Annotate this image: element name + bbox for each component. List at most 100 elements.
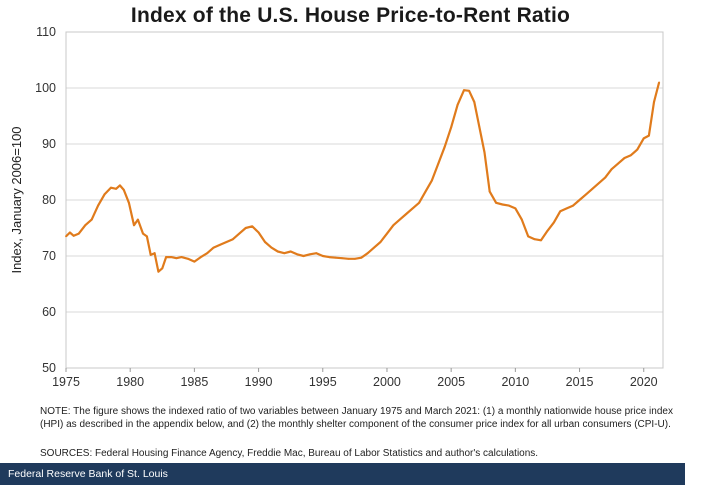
data-point [386, 232, 388, 235]
data-point [133, 224, 135, 227]
data-point [398, 218, 401, 221]
data-point [354, 257, 356, 260]
data-point [321, 255, 324, 257]
data-point [520, 218, 523, 221]
x-tick-label: 2010 [501, 375, 529, 389]
data-point [161, 267, 164, 270]
data-point [347, 257, 350, 260]
data-point [405, 213, 408, 215]
x-tick-label: 1990 [245, 375, 273, 389]
y-axis-label: Index, January 2006=100 [9, 126, 24, 273]
data-point [373, 246, 375, 249]
data-point [488, 190, 491, 193]
data-point [180, 256, 183, 258]
data-point [289, 250, 292, 253]
data-point [219, 243, 222, 246]
y-tick-label: 110 [36, 25, 56, 39]
data-point [392, 224, 395, 227]
data-point [157, 270, 160, 273]
data-point [315, 252, 318, 255]
data-point [450, 126, 453, 129]
data-point [175, 257, 178, 260]
data-point [142, 232, 144, 235]
data-point [597, 182, 600, 185]
x-tick-label: 1975 [52, 375, 80, 389]
data-point [244, 227, 247, 229]
data-point [341, 257, 343, 260]
data-point [478, 126, 481, 129]
data-point [153, 252, 156, 255]
data-point [137, 218, 139, 221]
data-point [648, 134, 650, 137]
data-point [473, 101, 476, 103]
data-point [193, 260, 196, 263]
data-point [328, 256, 331, 258]
data-point [309, 253, 311, 256]
data-point [623, 157, 626, 159]
data-point [418, 201, 420, 204]
x-tick-label: 2015 [566, 375, 594, 389]
data-point [456, 103, 459, 106]
data-point [578, 199, 581, 201]
data-point [212, 246, 215, 249]
data-point [149, 254, 152, 256]
figure-note: NOTE: The figure shows the indexed ratio… [40, 406, 673, 430]
data-point [366, 252, 369, 255]
data-point [251, 225, 254, 228]
series-line [65, 82, 661, 273]
series-points [65, 81, 660, 273]
data-point [636, 148, 639, 151]
data-point [127, 201, 130, 204]
data-point [642, 137, 645, 140]
data-point [572, 204, 574, 207]
data-point [103, 193, 106, 196]
x-tick-label: 1980 [116, 375, 144, 389]
data-point [122, 189, 125, 191]
data-point [411, 207, 414, 210]
data-point [463, 89, 465, 92]
data-point [296, 253, 298, 256]
data-point [591, 187, 594, 190]
data-point [630, 154, 632, 157]
data-point [110, 186, 112, 189]
data-point [360, 256, 363, 259]
data-point [165, 256, 168, 258]
data-point [604, 176, 607, 179]
footer-text: Federal Reserve Bank of St. Louis [8, 468, 168, 480]
data-point [653, 101, 655, 103]
data-point [170, 256, 173, 258]
data-point [610, 168, 613, 171]
data-point [119, 184, 121, 187]
data-point [546, 229, 549, 232]
footer-bar: Federal Reserve Bank of St. Louis [0, 463, 685, 485]
plot-frame [65, 31, 664, 369]
data-point [424, 190, 427, 193]
data-point [553, 221, 555, 224]
x-tick-label: 2005 [437, 375, 465, 389]
data-point [501, 203, 504, 206]
data-point [559, 210, 562, 213]
x-tick-label: 1995 [309, 375, 337, 389]
data-point [533, 238, 536, 241]
data-point [72, 234, 75, 237]
data-point [115, 187, 117, 190]
data-point [431, 179, 433, 182]
data-point [69, 231, 71, 234]
data-point [483, 151, 486, 154]
gridlines [66, 31, 663, 369]
data-point [495, 201, 497, 204]
data-point [84, 224, 87, 227]
data-point [232, 238, 234, 241]
y-tick-label: 70 [42, 249, 56, 263]
data-point [443, 145, 446, 148]
x-axis-ticks: 1975 1980 1985 1990 1995 2000 2005 2010 2015 2020 [52, 368, 658, 389]
data-point [658, 81, 660, 84]
data-point [514, 207, 517, 210]
y-tick-label: 60 [42, 305, 56, 319]
data-point [97, 204, 99, 207]
data-point [437, 162, 440, 165]
y-axis-ticks: 50 60 70 80 90 100 110 [35, 25, 56, 375]
y-tick-label: 100 [35, 81, 56, 95]
data-point [206, 252, 209, 255]
